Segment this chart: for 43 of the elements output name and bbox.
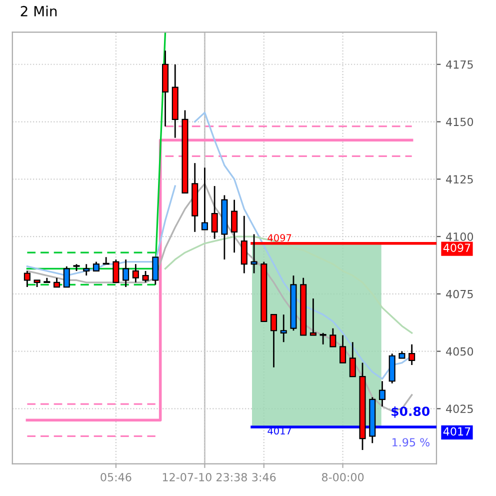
x-tick-label: 8-00:00 [322,472,364,482]
candlestick [378,380,386,408]
candlestick [270,314,278,368]
candlestick [349,341,356,378]
y-tick-label: 4050 [446,347,474,356]
candlestick [112,258,120,284]
text: 4017 [443,427,470,436]
candlestick [152,256,159,286]
x-tick-label: 3:46 [252,472,276,482]
y-tick-label: 4075 [446,290,473,298]
text: 4097 [443,244,470,252]
y-tick-label: 4175 [446,60,473,69]
candlestick [132,263,139,284]
candlestick [310,298,316,336]
candlestick [24,270,30,288]
candlestick [408,344,416,366]
candlestick [142,270,149,284]
x-tick-label: 05:46 [100,472,132,482]
x-tick-label: 12-07-10 23:38 [162,472,247,482]
chart-title: 2 Min [20,6,57,16]
y-tick-label: 4025 [446,404,473,414]
y-tick-label: 4150 [446,118,474,126]
candlestick [54,277,60,288]
candlestick [102,256,110,265]
candlestick [83,263,90,276]
candlestick [330,328,336,348]
candlestick [340,334,346,364]
candlestick [63,266,70,288]
y-tick-label: 4125 [446,175,473,184]
y-tick-label: 4100 [446,232,474,241]
candlestick [92,261,100,272]
line-series [164,236,413,334]
candlestick [250,234,258,274]
annotation: $0.80 [392,406,430,418]
candlestick [280,314,287,343]
annotation: 1.95 % [392,438,430,446]
ref-line-label: 4097 [268,234,292,242]
candlestick [240,215,248,274]
candlestick [201,166,208,230]
candlestick [122,258,130,288]
candlestick [231,199,238,254]
candlestick [211,185,218,240]
candlestick [320,332,326,346]
